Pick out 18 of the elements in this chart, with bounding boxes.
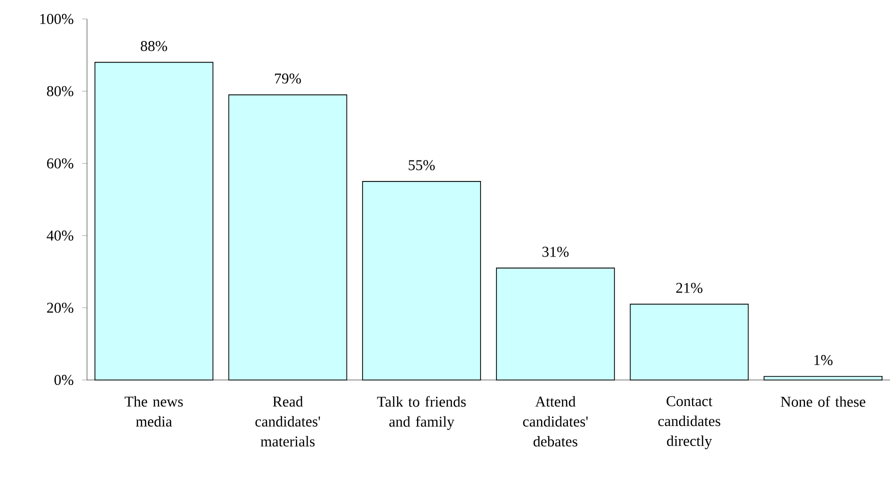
data-label: 1% xyxy=(814,355,833,366)
data-label: 88% xyxy=(140,40,168,52)
x-tick-label: The news media xyxy=(124,396,183,427)
x-tick-label: Read candidates' materials xyxy=(255,396,320,447)
y-tick-label: 80% xyxy=(47,86,74,96)
y-tick-label: 40% xyxy=(46,230,74,241)
data-label: 79% xyxy=(275,73,301,84)
y-tick-label: 60% xyxy=(47,158,74,168)
x-tick-label: Talk to friends and family xyxy=(377,396,466,430)
x-tick-label: None of these xyxy=(780,396,866,407)
data-label: 21% xyxy=(676,282,702,293)
y-tick-label: 20% xyxy=(47,302,74,313)
data-label: 31% xyxy=(542,246,569,257)
y-tick-label: 100% xyxy=(40,14,74,24)
data-label: 55% xyxy=(408,160,435,170)
x-tick-label: Attend candidates' debates xyxy=(523,396,588,447)
y-tick-label: 0% xyxy=(54,374,74,386)
x-tick-label: Contact candidates directly xyxy=(658,396,720,450)
